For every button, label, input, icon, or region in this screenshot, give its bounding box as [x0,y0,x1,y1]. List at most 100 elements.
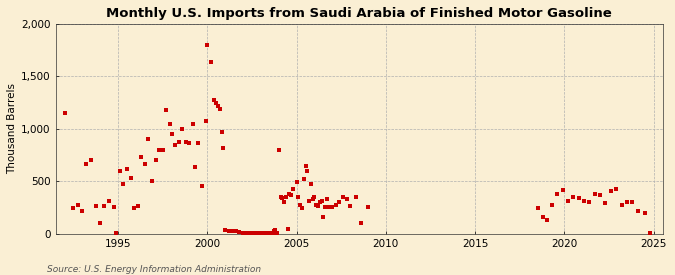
Point [320,204,331,209]
Point [146,179,157,184]
Point [627,200,638,205]
Point [161,108,171,112]
Point [259,231,270,236]
Point [218,146,229,150]
Point [362,204,373,209]
Point [170,142,181,147]
Point [327,204,338,209]
Point [245,231,256,236]
Point [321,197,332,202]
Point [304,199,315,204]
Point [166,132,177,136]
Point [318,215,329,219]
Point [307,197,318,202]
Point [202,43,213,47]
Point [129,205,140,210]
Point [541,218,552,222]
Point [59,111,70,116]
Point [302,169,313,173]
Point [316,199,327,204]
Point [350,195,361,199]
Point [273,148,284,152]
Point [68,205,79,210]
Point [140,161,151,166]
Point [557,188,568,192]
Point [143,137,154,142]
Point [262,231,273,235]
Point [356,221,367,226]
Point [338,195,348,199]
Point [132,204,143,208]
Point [310,202,321,207]
Point [616,202,627,207]
Point [108,204,119,209]
Point [265,231,275,235]
Y-axis label: Thousand Barrels: Thousand Barrels [7,83,17,174]
Point [300,163,311,168]
Point [568,195,578,199]
Point [595,193,605,197]
Point [258,231,269,235]
Point [295,202,306,207]
Point [589,192,600,196]
Point [200,118,211,123]
Point [532,205,543,210]
Point [241,231,252,236]
Point [223,229,234,233]
Point [216,130,227,134]
Point [263,231,273,236]
Point [104,199,115,204]
Point [111,231,122,235]
Point [211,100,221,105]
Point [234,230,245,235]
Point [313,204,323,208]
Point [323,204,334,209]
Point [213,104,223,108]
Point [95,221,105,226]
Point [341,197,352,202]
Point [286,193,296,197]
Point [578,199,589,204]
Point [77,209,88,213]
Point [282,227,293,231]
Point [256,231,267,236]
Point [227,229,238,233]
Point [298,177,309,182]
Point [573,196,584,200]
Point [275,195,286,199]
Point [122,167,132,171]
Point [86,158,97,163]
Point [277,196,288,200]
Point [279,200,290,205]
Point [632,209,643,213]
Point [196,183,207,188]
Point [215,107,225,111]
Point [266,231,277,236]
Point [238,231,248,235]
Point [271,231,282,236]
Point [220,227,231,232]
Point [645,231,655,235]
Point [230,229,241,233]
Point [157,148,168,152]
Title: Monthly U.S. Imports from Saudi Arabia of Finished Motor Gasoline: Monthly U.S. Imports from Saudi Arabia o… [106,7,612,20]
Point [288,186,298,191]
Point [125,176,136,180]
Point [180,139,191,144]
Point [547,202,558,207]
Point [269,229,279,233]
Point [537,215,548,219]
Point [190,164,200,169]
Point [605,189,616,193]
Point [309,195,320,199]
Point [315,200,325,205]
Point [268,231,279,236]
Point [345,204,356,208]
Point [165,122,176,126]
Point [136,155,146,160]
Point [154,148,165,152]
Point [281,195,292,199]
Point [256,231,267,236]
Point [611,186,622,191]
Point [209,97,220,102]
